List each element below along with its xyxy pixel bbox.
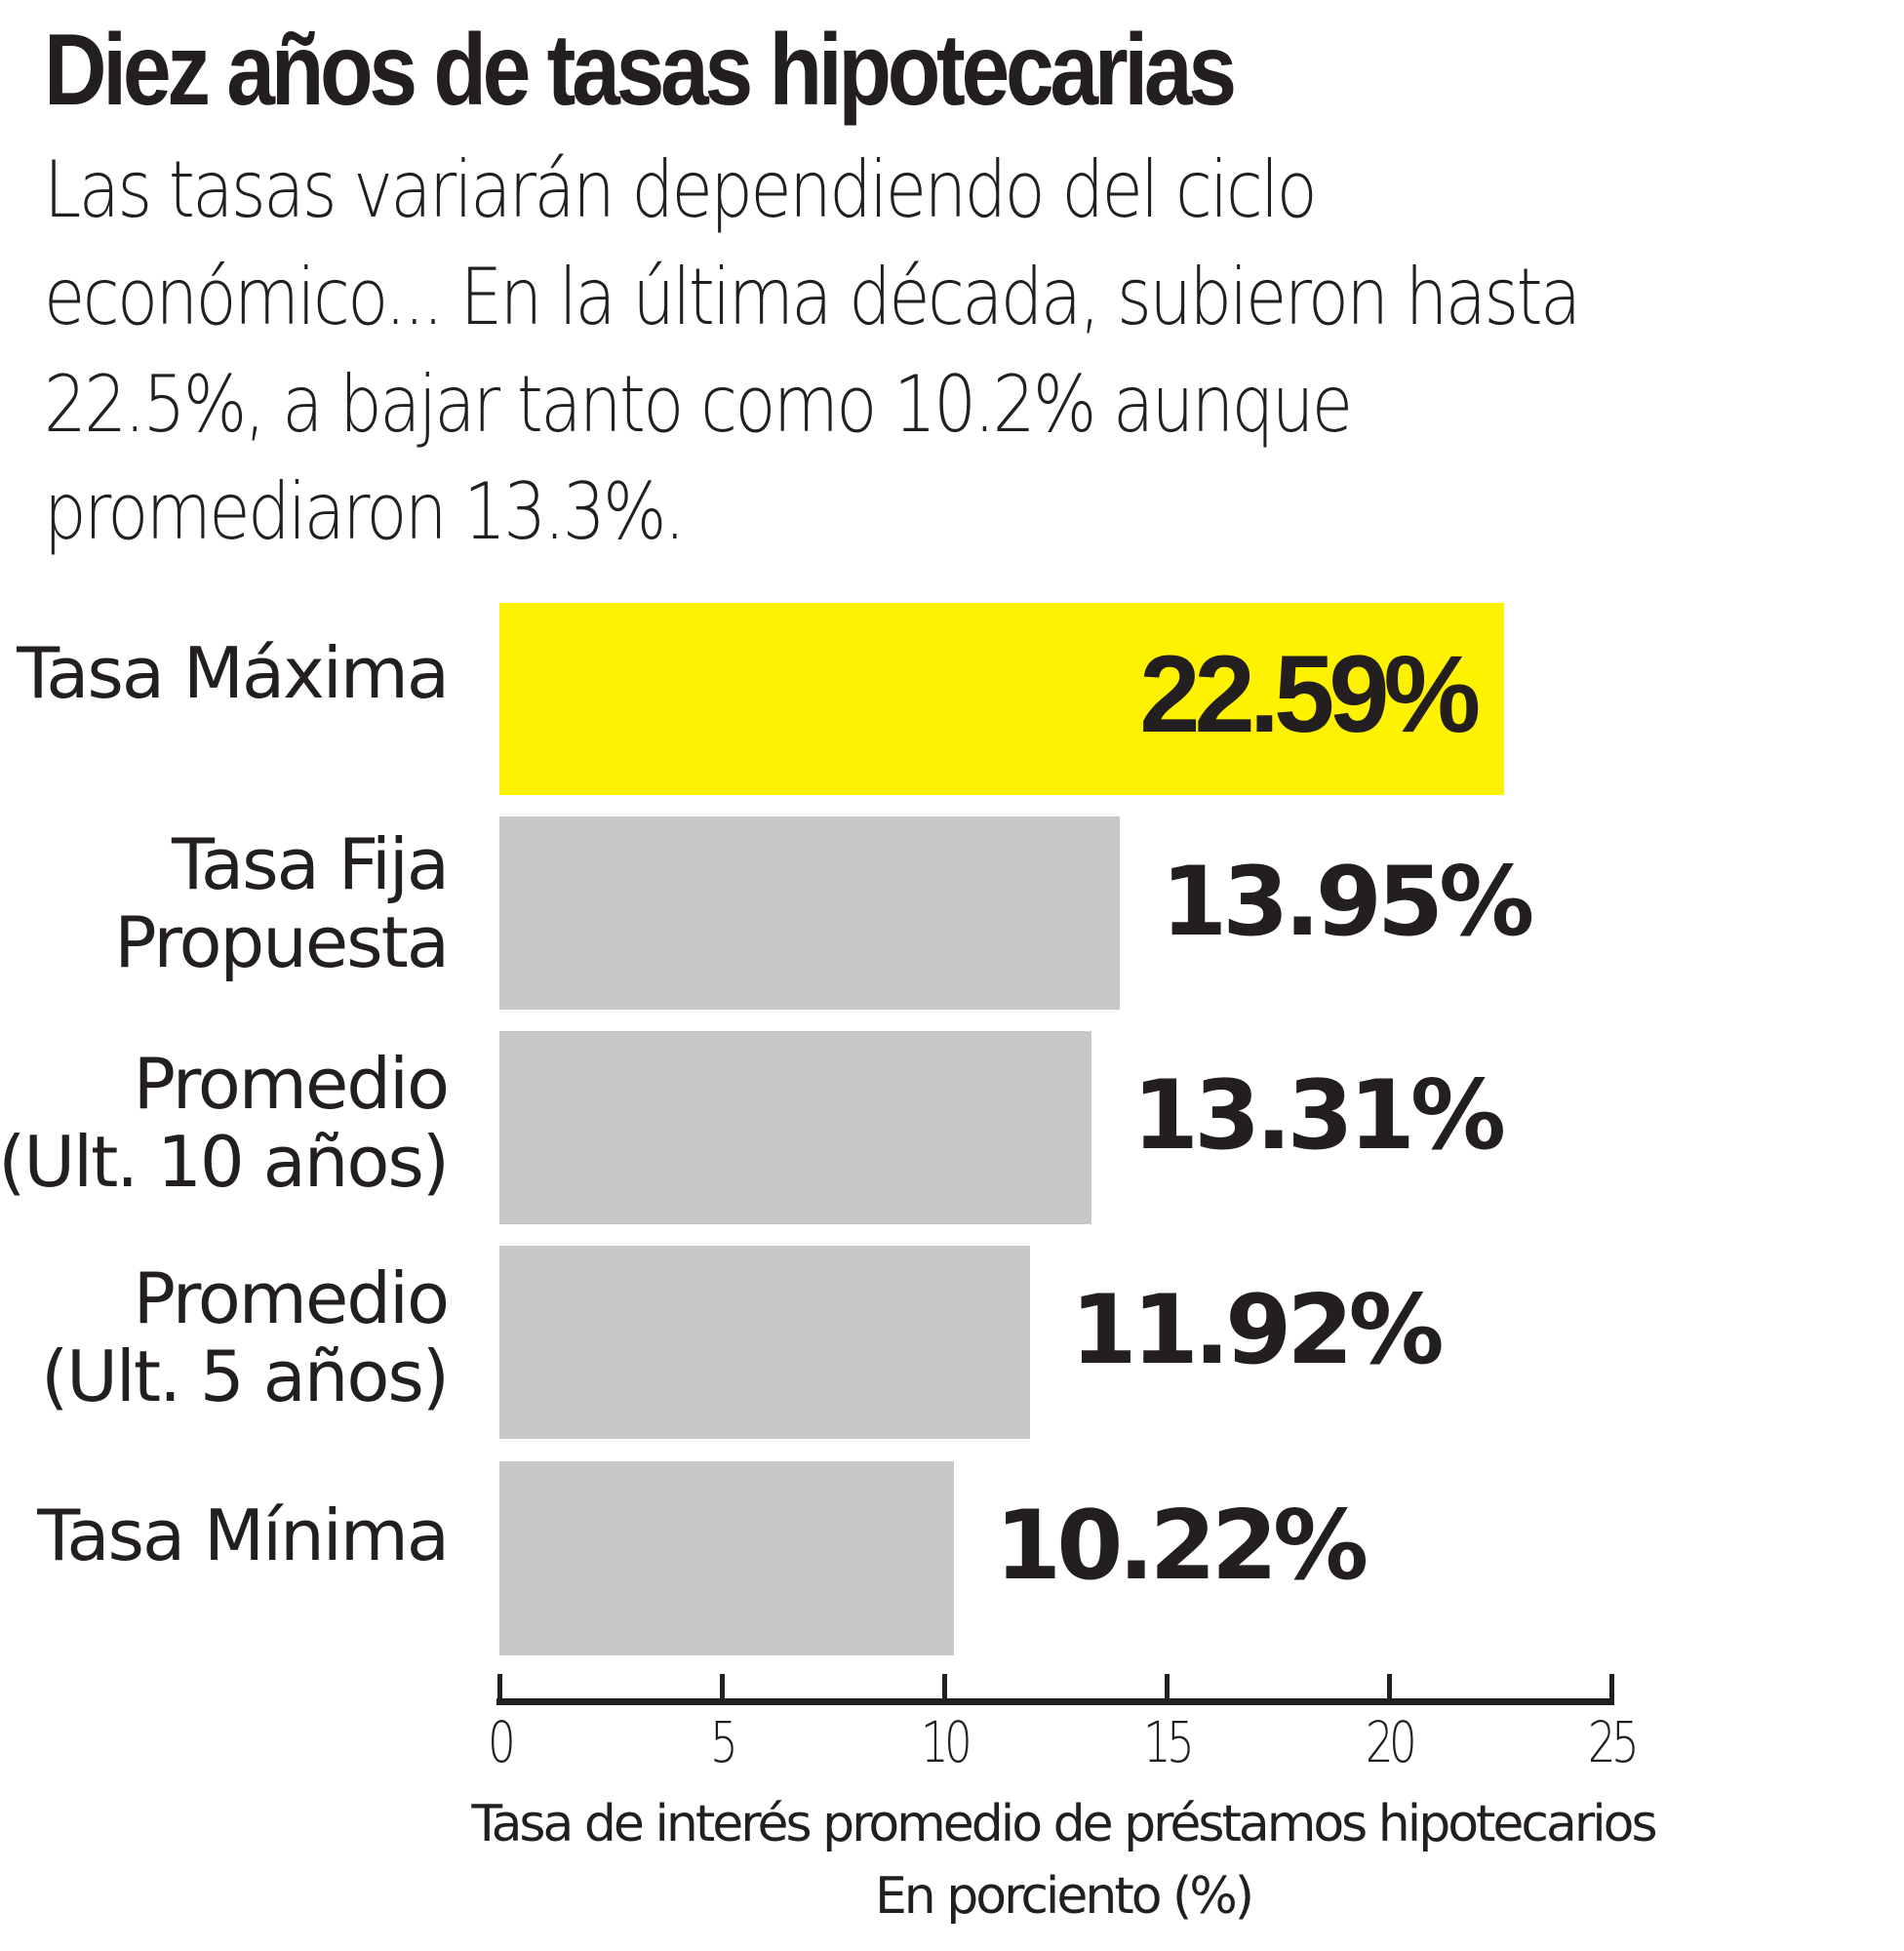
category-label-line: Propuesta: [114, 901, 450, 983]
value-label: 22.59%: [1139, 633, 1481, 755]
category-label-line: Tasa Fija: [171, 823, 450, 905]
bar-promedio-10-anos: [499, 1031, 1091, 1224]
bar-tasa-minima: [499, 1461, 955, 1655]
category-label: Tasa Mínima: [37, 1494, 450, 1576]
bar-tasa-maxima: [499, 603, 1505, 795]
value-label: 13.95%: [1161, 847, 1534, 958]
category-label: Promedio (Ult. 10 años): [0, 1043, 450, 1203]
x-tick-label: 0: [487, 1709, 516, 1775]
x-tick: [720, 1674, 725, 1705]
value-label: 11.92%: [1070, 1275, 1445, 1386]
chart-title: Diez años de tasas hipotecarias: [44, 14, 1237, 127]
value-label: 10.22%: [995, 1491, 1368, 1602]
category-label: Tasa Máxima: [17, 632, 450, 714]
x-tick-label: 25: [1587, 1709, 1640, 1775]
x-tick-label: 20: [1365, 1709, 1417, 1775]
category-label: Tasa Fija Propuesta: [114, 823, 450, 983]
x-axis-title: Tasa de interés promedio de préstamos hi…: [471, 1795, 1657, 1853]
x-tick: [1609, 1674, 1614, 1705]
category-label-line: Promedio: [133, 1257, 450, 1339]
category-label-line: Promedio: [133, 1043, 450, 1125]
x-axis-line: [496, 1698, 1613, 1705]
category-label-line: Tasa Mínima: [37, 1494, 450, 1576]
category-label-line: (Ult. 5 años): [41, 1335, 450, 1417]
x-tick-label: 10: [920, 1709, 972, 1775]
subtitle-line: Las tasas variarán dependiendo del ciclo: [44, 144, 1318, 235]
x-axis-subtitle: En porciento (%): [874, 1867, 1254, 1926]
chart-subtitle: Las tasas variarán dependiendo del ciclo…: [44, 137, 1581, 566]
x-tick: [497, 1674, 502, 1705]
subtitle-line: promediaron 13.3%.: [44, 466, 686, 557]
subtitle-line: 22.5%, a bajar tanto como 10.2% aunque: [44, 359, 1353, 450]
category-label: Promedio (Ult. 5 años): [41, 1257, 450, 1417]
value-label: 13.31%: [1131, 1060, 1506, 1172]
x-tick: [942, 1674, 947, 1705]
category-label-line: Tasa Máxima: [17, 632, 450, 714]
subtitle-line: económico... En la última década, subier…: [44, 252, 1581, 342]
x-tick: [1387, 1674, 1392, 1705]
x-tick-label: 5: [709, 1709, 738, 1775]
x-tick: [1165, 1674, 1170, 1705]
bar-promedio-5-anos: [499, 1246, 1030, 1439]
bar-tasa-fija-propuesta: [499, 816, 1121, 1010]
category-label-line: (Ult. 10 años): [0, 1121, 450, 1203]
x-tick-label: 15: [1142, 1709, 1195, 1775]
